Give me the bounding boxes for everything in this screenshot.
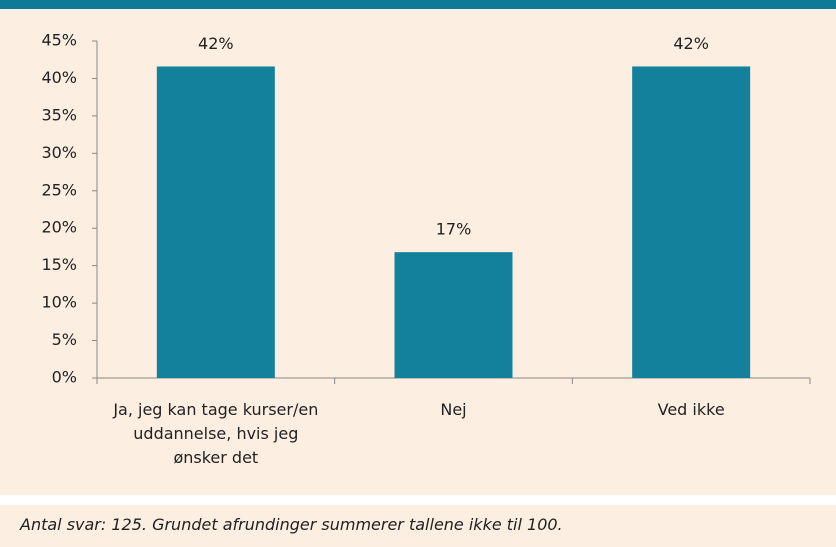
y-tick-label: 20% (41, 218, 77, 237)
y-tick-label: 15% (41, 255, 77, 274)
value-label: 42% (673, 34, 709, 53)
chart: 0% 5% 10% 15% 20% 25% 30% 35% 40% 45% 42% 17% 42% (41, 31, 811, 387)
footnote-box: Antal svar: 125. Grundet afrundinger sum… (0, 505, 836, 547)
y-tick-label: 0% (52, 368, 77, 387)
y-tick-label: 30% (41, 143, 77, 162)
bar (632, 66, 751, 378)
value-label: 42% (198, 34, 234, 53)
y-tick-label: 45% (41, 31, 77, 50)
x-tick-label: Ja, jeg kan tage kurser/en uddannelse, h… (113, 400, 319, 467)
footnote: Antal svar: 125. Grundet afrundinger sum… (20, 515, 563, 534)
y-tick-label: 5% (52, 330, 77, 349)
value-label: 17% (436, 220, 472, 239)
bar (156, 66, 275, 378)
y-tick-label: 10% (41, 293, 77, 312)
top-band (0, 0, 836, 9)
y-tick-label: 35% (41, 105, 77, 124)
x-tick-label: Ved ikke (657, 400, 725, 419)
x-tick-label: Nej (440, 400, 467, 419)
y-tick-label: 25% (41, 180, 77, 199)
y-tick-label: 40% (41, 68, 77, 87)
bar (394, 252, 513, 378)
